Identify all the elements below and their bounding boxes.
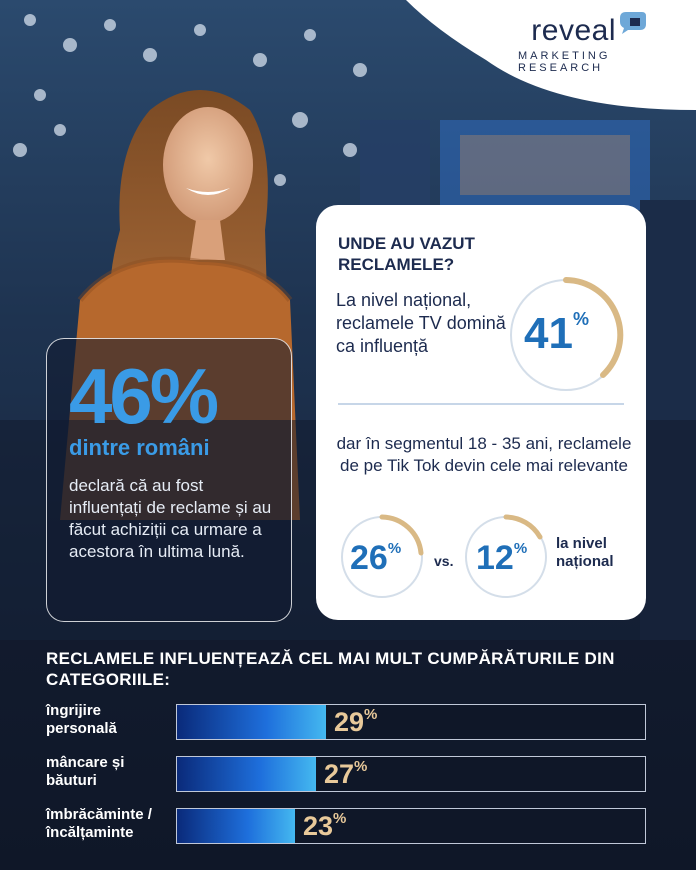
ring-segment bbox=[341, 514, 424, 598]
category-bar-fill bbox=[177, 705, 326, 739]
card-heading: UNDE AU VAZUT RECLAMELE? bbox=[338, 234, 475, 274]
category-bar: 27% bbox=[176, 756, 646, 792]
ring-national-compare bbox=[465, 514, 547, 598]
category-label: îngrijire personală bbox=[46, 702, 117, 737]
national-compare-label: la nivel național bbox=[556, 535, 614, 570]
national-text: La nivel național, reclamele TV domină c… bbox=[336, 290, 506, 356]
national-compare-value: 12% bbox=[476, 539, 528, 577]
category-value: 29% bbox=[334, 706, 378, 737]
logo: reveal MARKETING RESEARCH bbox=[406, 0, 696, 110]
divider bbox=[338, 403, 624, 405]
category-label: mâncare și băuturi bbox=[46, 754, 125, 789]
segment-text: dar în segmentul 18 - 35 ani, reclamele … bbox=[336, 434, 632, 475]
ads-source-card: UNDE AU VAZUT RECLAMELE? La nivel națion… bbox=[316, 205, 646, 620]
category-bar-fill bbox=[177, 809, 295, 843]
segment-value: 26% bbox=[350, 539, 402, 577]
category-value: 23% bbox=[303, 810, 347, 841]
brand-subtitle: MARKETING RESEARCH bbox=[518, 50, 611, 74]
category-bar: 29% bbox=[176, 704, 646, 740]
category-label: îmbrăcăminte /încălțaminte bbox=[46, 806, 152, 841]
stat-percent: 46% bbox=[69, 352, 219, 440]
ring-national bbox=[510, 277, 624, 391]
categories-title: RECLAMELE INFLUENȚEAZĂ CEL MAI MULT CUMP… bbox=[46, 649, 615, 689]
vs-label: vs. bbox=[434, 553, 454, 569]
brand-name: reveal bbox=[531, 14, 616, 47]
category-bar-fill bbox=[177, 757, 316, 791]
stat-card-influence: 46% dintre români declară că au fost inf… bbox=[46, 338, 292, 622]
brand-mark-icon bbox=[620, 12, 646, 34]
category-value: 27% bbox=[324, 758, 368, 789]
national-value: 41% bbox=[524, 309, 589, 358]
category-bar: 23% bbox=[176, 808, 646, 844]
stat-description: declară că au fost influențați de reclam… bbox=[69, 476, 272, 561]
stat-subtitle: dintre români bbox=[69, 435, 210, 460]
